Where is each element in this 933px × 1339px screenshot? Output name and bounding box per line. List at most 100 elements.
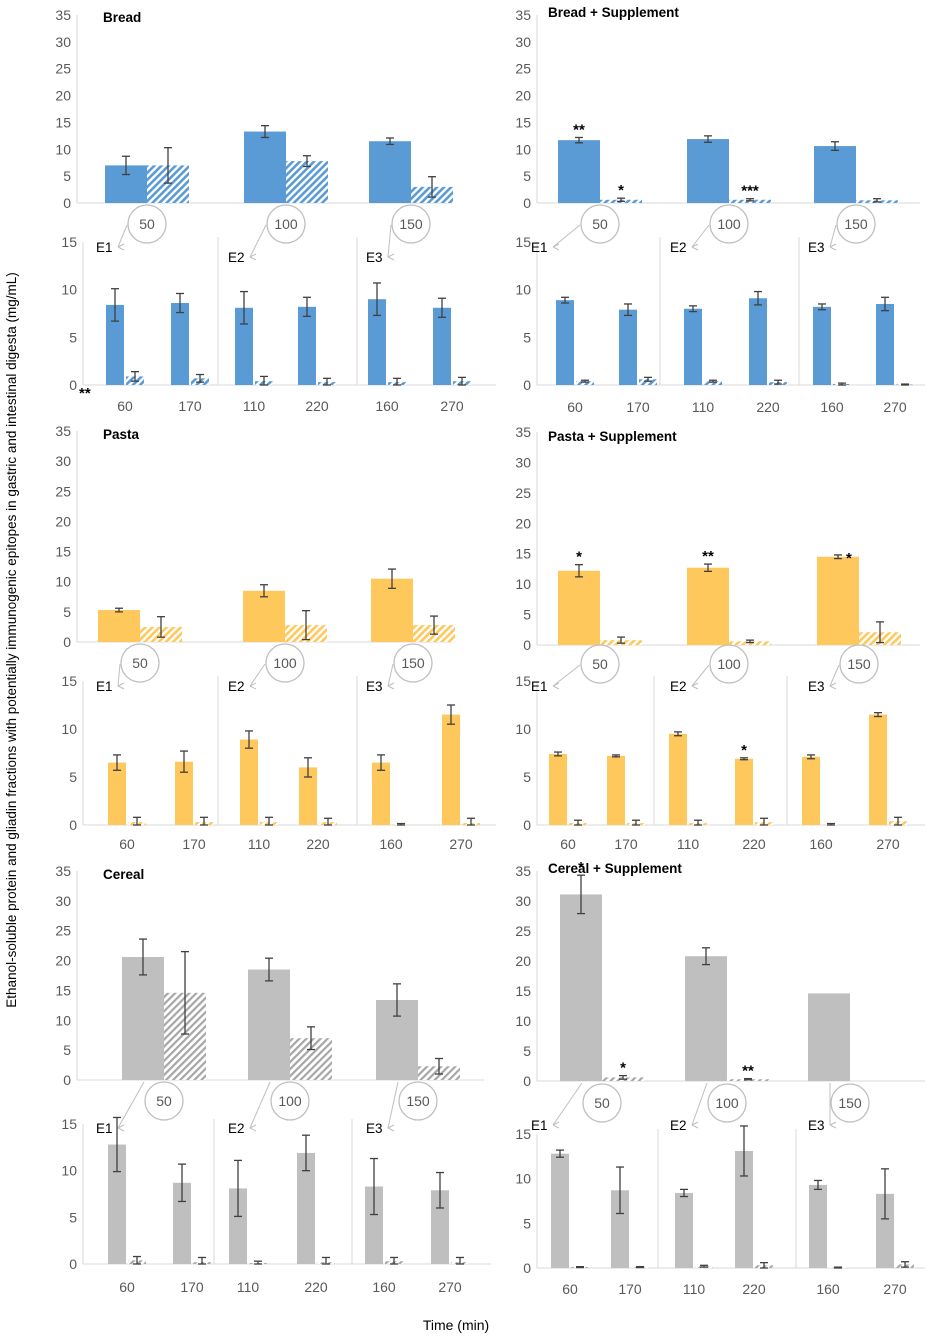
significance-mark-pasta_sup-1: ** bbox=[702, 548, 714, 565]
bar-bread_sub-s0-0 bbox=[106, 304, 124, 385]
panel-bread_sub: 0 5 10 15 E1 E2 E3 ** 60 170 110 220 160 270 bbox=[61, 224, 496, 414]
error-bar-pasta_sup-s0-2 bbox=[834, 554, 842, 560]
error-bar-bread_sub-s0-4 bbox=[373, 282, 381, 317]
group-label: E1 bbox=[531, 679, 548, 694]
error-bar-cereal_sub-s1-3 bbox=[322, 1256, 330, 1265]
x-tick-label: 100 bbox=[715, 1095, 739, 1111]
error-bar-bread_sub-s0-1 bbox=[176, 292, 184, 314]
time-circle bbox=[398, 1081, 438, 1121]
error-bar-bread_sup_sub-s1-5 bbox=[901, 383, 909, 386]
group-label: E2 bbox=[670, 1118, 687, 1133]
error-bar-pasta_sup_sub-s0-1 bbox=[612, 754, 620, 758]
x-tick-label: 100 bbox=[274, 216, 298, 232]
error-bar-pasta_sub-s0-4 bbox=[377, 754, 385, 771]
y-tick-label: 30 bbox=[515, 34, 531, 50]
x-tick-label: 220 bbox=[306, 836, 330, 852]
y-tick-label: 0 bbox=[63, 634, 71, 650]
error-bar-cereal_sup_sub-s0-1 bbox=[616, 1166, 624, 1215]
bar-bread_sup_sub-s0-5 bbox=[876, 303, 894, 385]
x-axis-title: Time (min) bbox=[423, 1317, 489, 1333]
x-tick-label: 50 bbox=[592, 656, 608, 672]
bar-pasta_sub-s0-3 bbox=[299, 767, 317, 825]
panel-bread: 0 5 10 15 20 25 30 35 Bread 50 100 150 bbox=[55, 7, 453, 244]
y-tick-label: 5 bbox=[63, 604, 71, 620]
bar-cereal_sub-s0-2 bbox=[229, 1188, 247, 1264]
panel-title: Bread bbox=[103, 10, 141, 25]
error-bar-pasta-s0-1 bbox=[260, 584, 268, 598]
y-tick-label: 15 bbox=[515, 234, 531, 250]
y-tick-label: 20 bbox=[55, 513, 71, 529]
error-bar-cereal_sup-s0-1 bbox=[702, 947, 710, 966]
time-circle bbox=[144, 1081, 184, 1121]
group-arrow bbox=[691, 664, 710, 690]
bar-pasta_sup-s0-0 bbox=[558, 570, 600, 645]
group-arrow bbox=[249, 663, 266, 690]
error-bar-bread_sup_sub-s1-3 bbox=[774, 379, 782, 385]
y-tick-label: 20 bbox=[55, 953, 71, 969]
error-bar-pasta_sup_sub-s0-0 bbox=[554, 751, 562, 757]
time-circle bbox=[580, 204, 620, 244]
group-arrow bbox=[552, 224, 581, 251]
y-tick-label: 10 bbox=[55, 141, 71, 157]
bar-bread-s1-1 bbox=[286, 161, 328, 203]
group-arrow bbox=[387, 224, 395, 261]
y-tick-label: 0 bbox=[523, 1073, 531, 1089]
bar-bread_sup_sub-s0-0 bbox=[556, 300, 574, 385]
arrow-head bbox=[829, 1121, 837, 1129]
arrow-line bbox=[249, 1081, 271, 1129]
x-tick-label: 100 bbox=[273, 655, 297, 671]
group-arrow bbox=[117, 663, 125, 690]
bar-cereal_sup_sub-s0-5 bbox=[876, 1193, 894, 1268]
group-label: E2 bbox=[228, 1121, 245, 1136]
error-bar-bread_sub-s1-5 bbox=[458, 376, 466, 386]
error-bar-bread_sub-s1-4 bbox=[393, 377, 401, 386]
x-tick-label: 100 bbox=[717, 216, 741, 232]
y-tick-label: 0 bbox=[69, 1256, 77, 1272]
error-bar-bread_sup_sub-s1-0 bbox=[581, 379, 589, 383]
panel-title: Pasta + Supplement bbox=[548, 429, 677, 444]
error-bar-cereal-s0-0 bbox=[139, 938, 147, 976]
arrow-line bbox=[387, 1081, 399, 1129]
bar-bread_sup-s0-2 bbox=[814, 146, 856, 203]
y-tick-label: 5 bbox=[63, 168, 71, 184]
time-circle bbox=[391, 204, 431, 244]
y-tick-label: 0 bbox=[523, 377, 531, 393]
error-bar-pasta-s0-0 bbox=[115, 607, 123, 613]
panel-title: Bread + Supplement bbox=[548, 5, 679, 20]
error-bar-cereal_sub-s0-2 bbox=[234, 1159, 242, 1218]
bar-cereal_sub-s0-5 bbox=[431, 1190, 449, 1264]
error-bar-cereal-s1-2 bbox=[435, 1057, 443, 1075]
y-tick-label: 15 bbox=[61, 234, 77, 250]
x-tick-label: 60 bbox=[117, 398, 133, 414]
panel-title: Cereal bbox=[103, 867, 144, 882]
error-bar-cereal_sup_sub-s1-2 bbox=[700, 1264, 708, 1268]
error-bar-pasta_sup-s1-1 bbox=[746, 639, 754, 644]
x-tick-label: 150 bbox=[847, 656, 871, 672]
x-tick-label: 100 bbox=[717, 656, 741, 672]
significance-mark-bread_sub-0: ** bbox=[79, 385, 91, 402]
arrow-head bbox=[117, 682, 125, 690]
y-tick-label: 35 bbox=[515, 424, 531, 440]
x-tick-label: 170 bbox=[182, 836, 206, 852]
x-tick-label: 160 bbox=[372, 1279, 396, 1295]
y-tick-label: 10 bbox=[515, 1171, 531, 1187]
error-bar-bread_sup-s1-1 bbox=[746, 198, 754, 202]
error-bar-pasta_sup_sub-s1-3 bbox=[760, 817, 768, 826]
group-arrow bbox=[249, 1081, 271, 1132]
y-axis-title: Ethanol-soluble protein and gliadin frac… bbox=[4, 272, 19, 1007]
error-bar-bread-s1-1 bbox=[303, 155, 311, 168]
x-tick-label: 270 bbox=[883, 399, 907, 415]
y-tick-label: 0 bbox=[523, 1260, 531, 1276]
error-bar-pasta_sup_sub-s0-4 bbox=[807, 754, 815, 760]
y-tick-label: 10 bbox=[55, 574, 71, 590]
x-tick-label: 160 bbox=[809, 836, 833, 852]
significance-mark-bread_sup-1: * bbox=[618, 182, 624, 199]
error-bar-cereal_sup-s0-0 bbox=[577, 874, 585, 915]
panel-pasta_sup_sub: 0 5 10 15 E1 E2 E3 * 60 170 110 220 160 270 bbox=[515, 664, 925, 852]
y-tick-label: 0 bbox=[69, 377, 77, 393]
time-circle bbox=[120, 643, 160, 683]
y-tick-label: 35 bbox=[55, 423, 71, 439]
